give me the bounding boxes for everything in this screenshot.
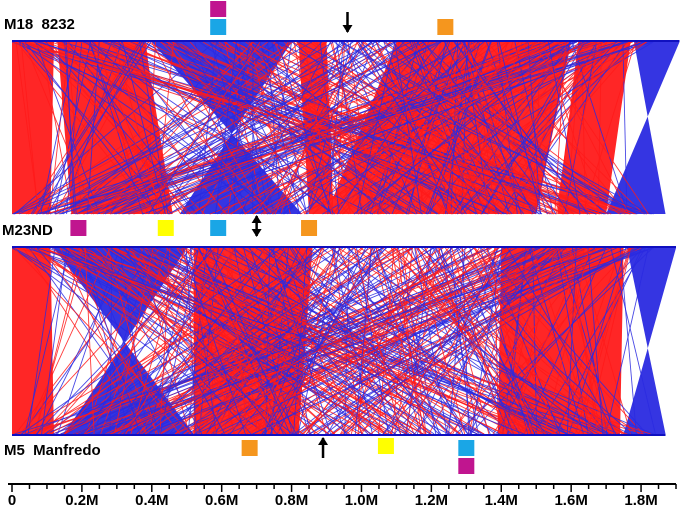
yellow-marker-bot [378, 438, 394, 454]
genome-label-middle: M23ND [2, 222, 53, 239]
magenta-marker-top [210, 1, 226, 17]
yellow-marker-mid [158, 220, 174, 236]
cyan-marker-top [210, 19, 226, 35]
cyan-marker-bot [458, 440, 474, 456]
links-top-to-middle [12, 42, 679, 214]
orange-marker-mid [301, 220, 317, 236]
x-tick-label: 0 [8, 492, 16, 509]
x-tick-label: 1.6M [554, 492, 587, 509]
arrow-down-icon [252, 229, 262, 237]
magenta-marker-mid [70, 220, 86, 236]
arrow-up-icon [318, 437, 328, 445]
genome-label-top: M18 8232 [4, 16, 75, 33]
x-axis: 0 0.2M 0.4M 0.6M 0.8M 1.0M 1.2M 1.4M 1.6M 1.8M [8, 484, 676, 509]
x-tick-label: 1.4M [485, 492, 518, 509]
orange-marker-bot [242, 440, 258, 456]
x-tick-label: 0.8M [275, 492, 308, 509]
x-tick-label: 1.8M [624, 492, 657, 509]
x-tick-label: 1.2M [415, 492, 448, 509]
arrow-down-icon [342, 25, 352, 33]
mid-bot-block-4 [624, 248, 676, 434]
x-tick-label: 0.2M [65, 492, 98, 509]
links-middle-to-bottom [12, 248, 676, 434]
magenta-marker-bot [458, 458, 474, 474]
x-tick-label: 1.0M [345, 492, 378, 509]
genome-bar-middle [12, 246, 676, 248]
cyan-marker-mid [210, 220, 226, 236]
arrow-up-icon [252, 215, 262, 223]
orange-marker-top [437, 19, 453, 35]
genome-bar-top [12, 40, 679, 42]
genome-label-bottom: M5 Manfredo [4, 442, 101, 459]
genome-bar-bottom [12, 434, 666, 436]
x-tick-label: 0.6M [205, 492, 238, 509]
x-tick-label: 0.4M [135, 492, 168, 509]
